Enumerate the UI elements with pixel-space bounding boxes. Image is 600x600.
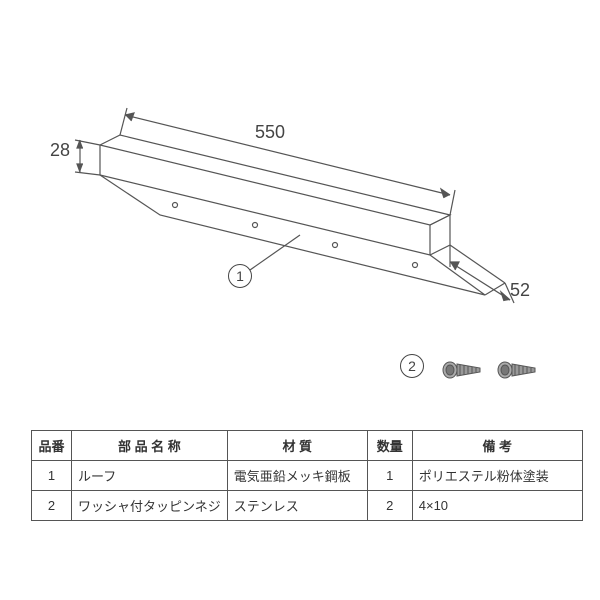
cell-no: 1 <box>32 461 72 491</box>
balloon-2-label: 2 <box>408 358 416 374</box>
th-name: 部 品 名 称 <box>72 431 228 461</box>
screw-icons-svg <box>430 350 560 390</box>
balloon-1: 1 <box>228 264 252 288</box>
cell-no: 2 <box>32 491 72 521</box>
cell-qty: 2 <box>367 491 412 521</box>
cell-name: ルーフ <box>72 461 228 491</box>
cell-material: 電気亜鉛メッキ鋼板 <box>227 461 367 491</box>
th-no: 品番 <box>32 431 72 461</box>
screws-group: 2 <box>430 350 560 390</box>
table-row: 1 ルーフ 電気亜鉛メッキ鋼板 1 ポリエステル粉体塗装 <box>32 461 583 491</box>
cell-note: 4×10 <box>412 491 582 521</box>
balloon-2: 2 <box>400 354 424 378</box>
cell-note: ポリエステル粉体塗装 <box>412 461 582 491</box>
table-header-row: 品番 部 品 名 称 材 質 数量 備 考 <box>32 431 583 461</box>
cell-qty: 1 <box>367 461 412 491</box>
dim-width: 52 <box>510 280 530 301</box>
dim-height: 28 <box>50 140 70 161</box>
table-row: 2 ワッシャ付タッピンネジ ステンレス 2 4×10 <box>32 491 583 521</box>
page: 550 28 52 1 2 <box>0 0 600 600</box>
cell-name: ワッシャ付タッピンネジ <box>72 491 228 521</box>
dim-length: 550 <box>255 122 285 143</box>
balloon-1-label: 1 <box>236 268 244 284</box>
parts-table: 品番 部 品 名 称 材 質 数量 備 考 1 ルーフ 電気亜鉛メッキ鋼板 1 … <box>31 430 583 521</box>
th-material: 材 質 <box>227 431 367 461</box>
th-qty: 数量 <box>367 431 412 461</box>
th-note: 備 考 <box>412 431 582 461</box>
cell-material: ステンレス <box>227 491 367 521</box>
